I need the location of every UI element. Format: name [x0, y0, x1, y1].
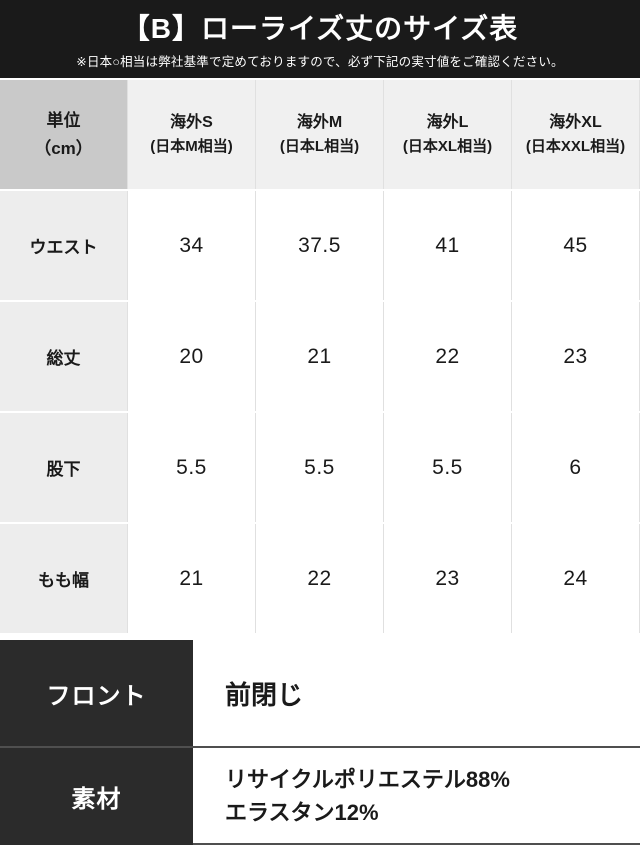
- unit-header-cell: 単位 （cm）: [0, 80, 128, 189]
- row-label-total-length: 総丈: [0, 302, 128, 411]
- value-waist-s: 34: [128, 191, 256, 300]
- value-inseam-xl: 6: [512, 413, 640, 522]
- product-details: フロント 前閉じ 素材 リサイクルポリエステル88% エラスタン12%: [0, 640, 640, 845]
- size-name: 海外S: [170, 113, 213, 131]
- detail-row-material: 素材 リサイクルポリエステル88% エラスタン12%: [0, 746, 640, 845]
- value-thigh-width-s: 21: [128, 524, 256, 633]
- size-name: 海外L: [426, 113, 469, 131]
- disclaimer-note: ※日本○相当は弊社基準で定めておりますので、必ず下記の実寸値をご確認ください。: [76, 54, 564, 69]
- front-value-text: 前閉じ: [225, 679, 304, 710]
- column-header-overseas-m: 海外M (日本L相当): [256, 80, 384, 189]
- unit-label: 単位: [46, 111, 81, 131]
- size-name: 海外M: [296, 113, 343, 131]
- front-value: 前閉じ: [193, 640, 640, 746]
- column-header-overseas-xl: 海外XL (日本XXL相当): [512, 80, 640, 189]
- size-table: 単位 （cm） 海外S (日本M相当) 海外M (日本L相当) 海外L (日本X…: [0, 80, 640, 633]
- value-thigh-width-xl: 24: [512, 524, 640, 633]
- value-thigh-width-m: 22: [256, 524, 384, 633]
- column-header-overseas-s: 海外S (日本M相当): [128, 80, 256, 189]
- jp-equivalent: (日本M相当): [150, 138, 233, 156]
- size-name: 海外XL: [549, 113, 602, 131]
- row-label-thigh-width: もも幅: [0, 524, 128, 633]
- jp-equivalent: (日本L相当): [279, 138, 360, 156]
- value-inseam-l: 5.5: [384, 413, 512, 522]
- value-waist-l: 41: [384, 191, 512, 300]
- material-label: 素材: [0, 748, 193, 845]
- value-total-length-l: 22: [384, 302, 512, 411]
- value-thigh-width-l: 23: [384, 524, 512, 633]
- material-value: リサイクルポリエステル88% エラスタン12%: [193, 748, 640, 845]
- value-total-length-xl: 23: [512, 302, 640, 411]
- value-inseam-m: 5.5: [256, 413, 384, 522]
- value-total-length-m: 21: [256, 302, 384, 411]
- material-line-2: エラスタン12%: [225, 799, 379, 825]
- jp-equivalent: (日本XL相当): [402, 138, 493, 156]
- detail-row-front: フロント 前閉じ: [0, 640, 640, 746]
- front-label: フロント: [0, 640, 193, 746]
- row-label-inseam: 股下: [0, 413, 128, 522]
- jp-equivalent: (日本XXL相当): [525, 138, 626, 156]
- value-waist-m: 37.5: [256, 191, 384, 300]
- value-waist-xl: 45: [512, 191, 640, 300]
- title-banner: 【B】ローライズ丈のサイズ表 ※日本○相当は弊社基準で定めておりますので、必ず下…: [0, 0, 640, 78]
- value-total-length-s: 20: [128, 302, 256, 411]
- value-inseam-s: 5.5: [128, 413, 256, 522]
- unit-sub: （cm）: [34, 138, 93, 158]
- page-title: 【B】ローライズ丈のサイズ表: [121, 13, 519, 44]
- column-header-overseas-l: 海外L (日本XL相当): [384, 80, 512, 189]
- material-line-1: リサイクルポリエステル88%: [225, 766, 510, 792]
- row-label-waist: ウエスト: [0, 191, 128, 300]
